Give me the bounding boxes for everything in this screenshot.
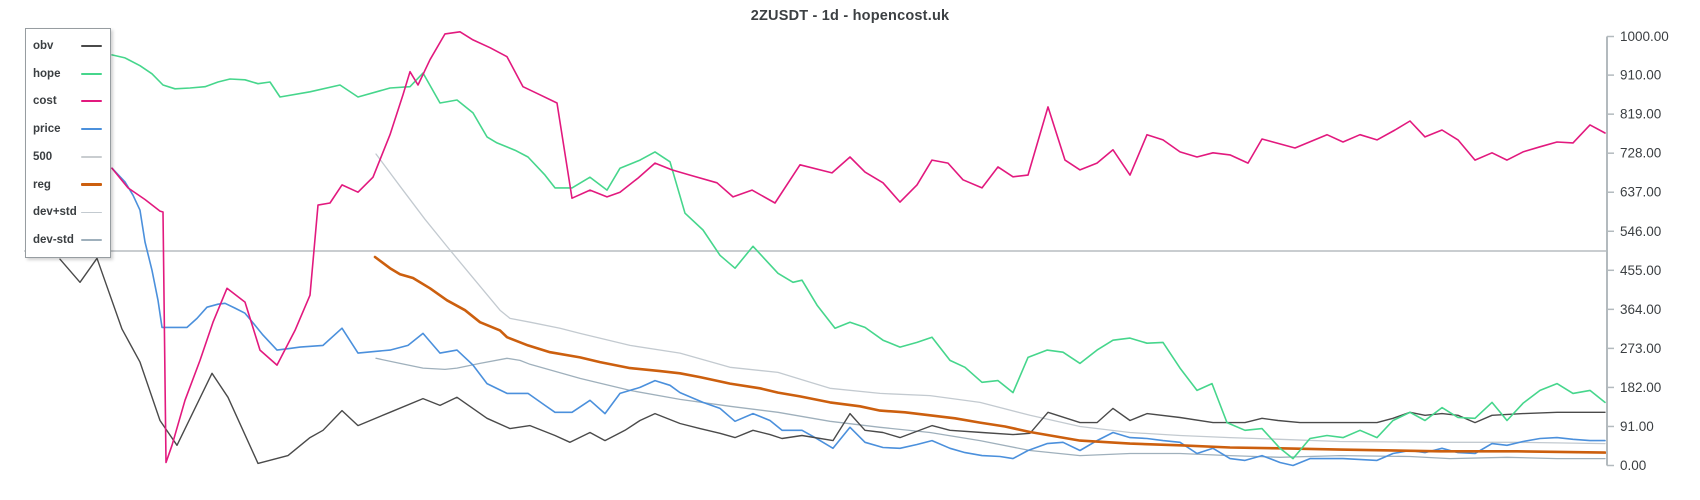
- legend-label: 500: [33, 150, 53, 163]
- y-axis-tick-label: 455.00: [1620, 263, 1661, 278]
- series-line-price: [111, 167, 1606, 467]
- legend-label: cost: [33, 95, 57, 108]
- legend-swatch-line: [81, 128, 102, 131]
- legend-item-dev-std[interactable]: dev-std: [33, 234, 102, 246]
- y-axis-tick-label: 1000.00: [1620, 29, 1669, 44]
- legend-label: obv: [33, 39, 54, 52]
- legend-item-reg[interactable]: reg: [33, 179, 102, 191]
- legend-item-500[interactable]: 500: [33, 151, 102, 163]
- legend-item-dev-std[interactable]: dev+std: [33, 206, 102, 218]
- legend-swatch-line: [81, 211, 102, 214]
- y-axis-tick-label: 0.00: [1620, 458, 1646, 473]
- y-axis-tick-label: 637.00: [1620, 185, 1661, 200]
- series-line-obv: [59, 257, 1606, 465]
- legend-swatch-line: [81, 155, 102, 158]
- legend-item-obv[interactable]: obv: [33, 40, 102, 52]
- y-axis-tick-label: 728.00: [1620, 146, 1661, 161]
- legend: obv hope cost price 500 reg dev+std dev-std: [25, 28, 111, 258]
- y-axis-tick-label: 546.00: [1620, 224, 1661, 239]
- legend-swatch-line: [81, 100, 102, 103]
- legend-swatch-line: [81, 44, 102, 47]
- series-line-reg: [373, 255, 1607, 454]
- y-axis-tick-label: 273.00: [1620, 341, 1661, 356]
- series-line-dev-std: [375, 357, 1606, 460]
- series-line-cost: [111, 30, 1606, 464]
- legend-label: dev-std: [33, 234, 74, 247]
- y-axis-tick-label: 182.00: [1620, 380, 1661, 395]
- legend-swatch-line: [81, 239, 102, 242]
- legend-swatch-line: [81, 183, 102, 187]
- series-line-dev+std: [375, 153, 1606, 445]
- legend-label: dev+std: [33, 206, 77, 219]
- y-axis-tick-label: 91.00: [1620, 419, 1654, 434]
- y-axis-tick-label: 819.00: [1620, 107, 1661, 122]
- series-line-hope: [111, 54, 1606, 460]
- legend-label: reg: [33, 178, 51, 191]
- legend-label: hope: [33, 67, 61, 80]
- chart-title: 2ZUSDT - 1d - hopencost.uk: [750, 8, 950, 24]
- y-axis-tick-label: 364.00: [1620, 302, 1661, 317]
- y-axis-tick-label: 910.00: [1620, 68, 1661, 83]
- legend-swatch-line: [81, 72, 102, 75]
- legend-item-hope[interactable]: hope: [33, 68, 102, 80]
- legend-item-cost[interactable]: cost: [33, 95, 102, 107]
- legend-label: price: [33, 123, 61, 136]
- legend-item-price[interactable]: price: [33, 123, 102, 135]
